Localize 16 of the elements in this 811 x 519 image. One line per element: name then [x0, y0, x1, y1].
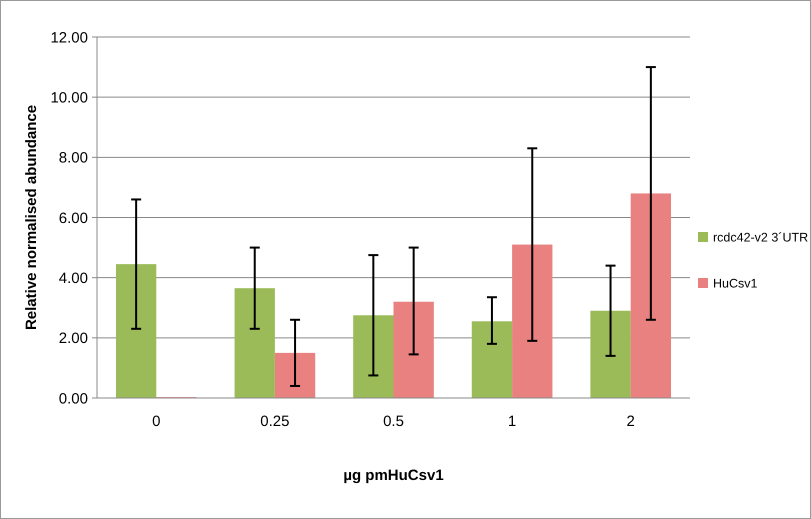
y-tick-label: 10.00 [50, 89, 88, 106]
legend-label: rcdc42-v2 3´UTR [713, 230, 808, 244]
y-tick-label: 8.00 [58, 150, 88, 167]
x-tick-label: 0 [152, 413, 160, 430]
y-tick-label: 12.00 [50, 29, 88, 46]
y-tick-label: 0.00 [58, 390, 88, 408]
legend-label: HuCsv1 [713, 276, 758, 290]
y-axis-title: Relative normalised abundance [23, 104, 40, 330]
x-tick-label: 2 [626, 413, 635, 430]
x-tick-label: 0.25 [260, 413, 290, 430]
y-tick-label: 4.00 [58, 270, 88, 287]
x-axis-title: µg pmHuCsv1 [343, 467, 444, 484]
y-tick-label: 2.00 [58, 330, 88, 348]
y-tick-label: 6.00 [58, 210, 88, 227]
x-tick-label: 1 [508, 413, 516, 430]
x-tick-label: 0.5 [383, 413, 404, 430]
